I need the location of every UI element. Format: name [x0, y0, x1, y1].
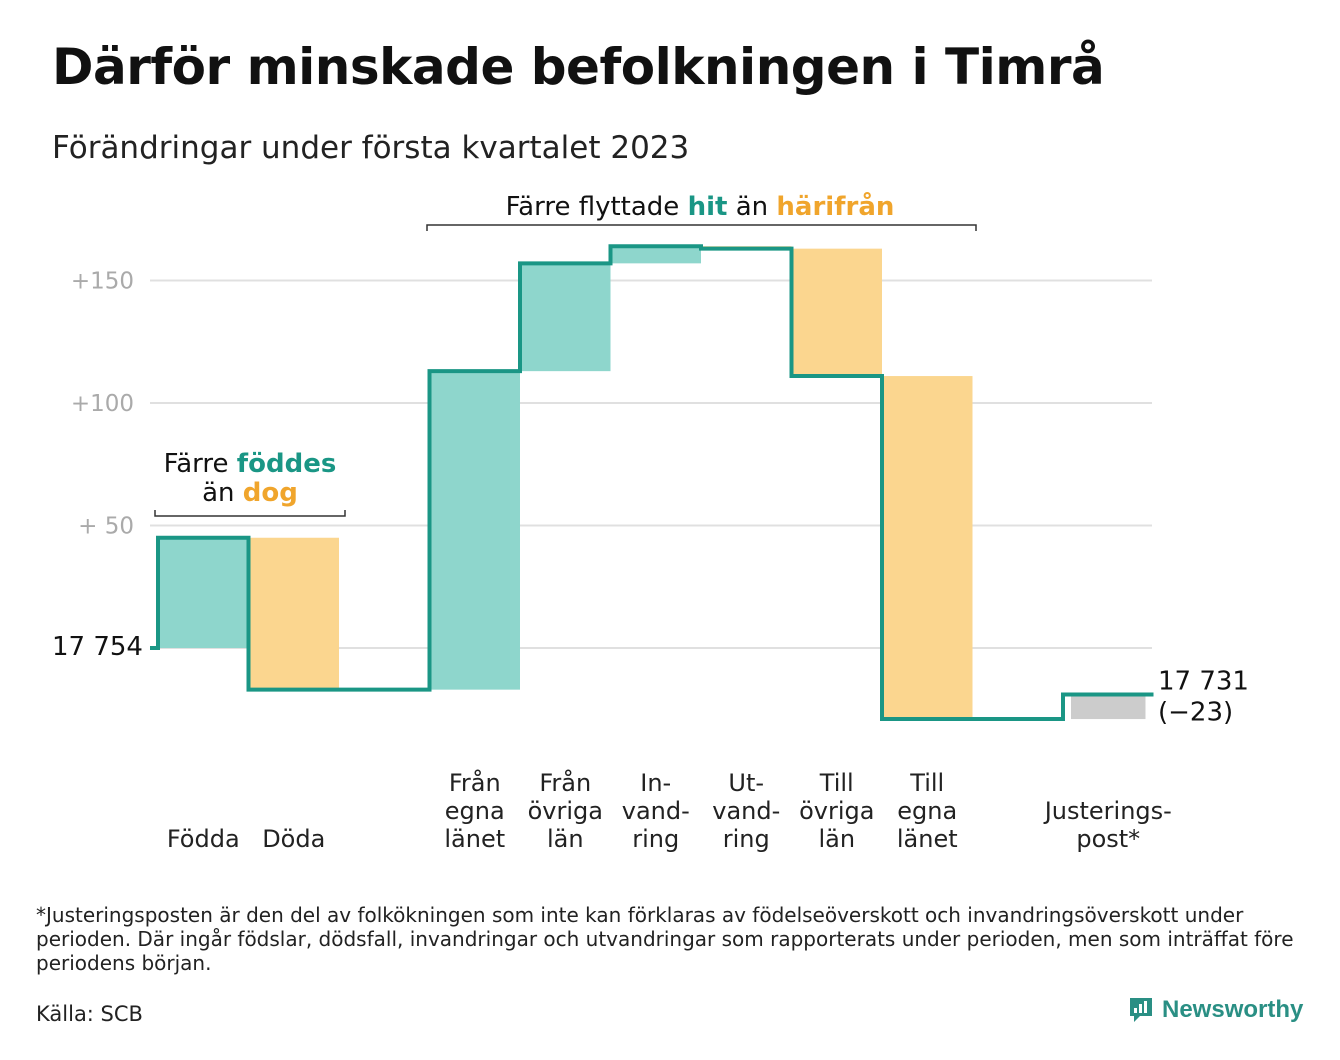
start-value-label: 17 754	[52, 632, 143, 662]
births-bracket	[154, 510, 346, 517]
category-label: länet	[897, 825, 958, 853]
y-tick-label: +100	[71, 391, 134, 417]
category-label: övriga	[528, 797, 603, 825]
births-annotation-line2: än dog	[202, 478, 298, 508]
category-label: Döda	[262, 825, 325, 853]
waterfall-bar-Frånövrigalän	[520, 263, 611, 372]
category-label: Till	[819, 769, 854, 797]
category-label: Födda	[167, 825, 240, 853]
end-value-label: 17 731	[1158, 667, 1249, 697]
running-total-path	[150, 244, 1154, 722]
category-label: egna	[897, 797, 957, 825]
migration-bracket	[426, 224, 977, 231]
brand: Newsworthy	[1128, 996, 1303, 1024]
category-label: övriga	[799, 797, 874, 825]
y-tick-label: + 50	[78, 514, 134, 540]
category-label: län	[547, 825, 584, 853]
births-annotation-line1: Färre föddes	[164, 449, 337, 479]
category-label: vand-	[622, 797, 690, 825]
category-label: ring	[723, 825, 770, 853]
footnote: *Justeringsposten är den del av folkökni…	[36, 903, 1294, 975]
chart-title: Därför minskade befolkningen i Timrå	[52, 38, 1105, 96]
category-label: Från	[539, 768, 591, 797]
category-label: Från	[449, 768, 501, 797]
category-label: In-	[640, 769, 671, 797]
waterfall-bar-Döda	[248, 537, 339, 690]
category-label: län	[818, 825, 855, 853]
waterfall-bar-Frånegnalänet	[429, 371, 520, 690]
bars	[158, 246, 1146, 720]
newsworthy-logo-icon	[1130, 998, 1152, 1022]
waterfall-bar-Tillegnalänet	[882, 376, 973, 720]
category-label: vand-	[712, 797, 780, 825]
end-change-label: (−23)	[1158, 698, 1233, 728]
category-label: Till	[909, 769, 944, 797]
waterfall-bar-Tillövrigalän	[791, 248, 882, 377]
category-label: Ut-	[728, 769, 764, 797]
waterfall-bar-Födda	[158, 537, 249, 648]
migration-annotation: Färre flyttade hit än härifrån	[506, 190, 895, 222]
waterfall-bar-Justerings-post*	[1071, 694, 1146, 720]
chart-subtitle: Förändringar under första kvartalet 2023	[52, 130, 690, 166]
waterfall-bar-In-vand-ring	[610, 246, 701, 264]
category-label: post*	[1076, 825, 1140, 853]
brand-name: Newsworthy	[1162, 996, 1304, 1023]
category-label: ring	[632, 825, 679, 853]
category-label: Justerings-	[1043, 797, 1172, 825]
y-tick-label: +150	[71, 269, 134, 295]
category-label: egna	[445, 797, 505, 825]
running-total-line	[150, 244, 1154, 722]
category-label: länet	[444, 825, 505, 853]
source-label: Källa: SCB	[36, 1002, 143, 1026]
